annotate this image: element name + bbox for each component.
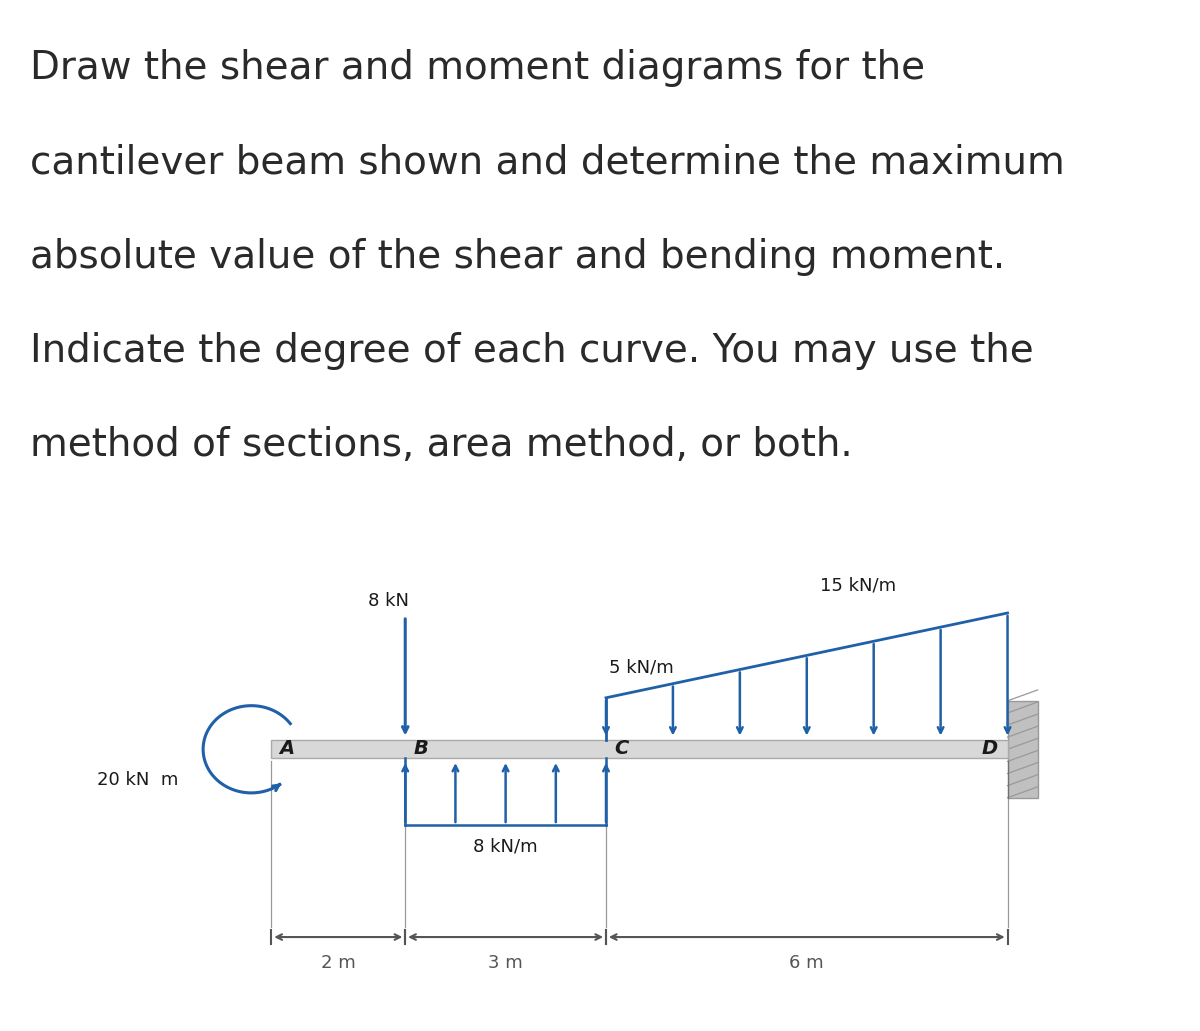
Text: method of sections, area method, or both.: method of sections, area method, or both… bbox=[30, 426, 853, 464]
Text: 15 kN/m: 15 kN/m bbox=[820, 576, 896, 595]
Bar bbox=[1008, 701, 1038, 798]
Text: 8 kN/m: 8 kN/m bbox=[473, 837, 538, 855]
Text: C: C bbox=[614, 738, 629, 758]
Text: Indicate the degree of each curve. You may use the: Indicate the degree of each curve. You m… bbox=[30, 332, 1033, 369]
Bar bbox=[271, 740, 1008, 759]
Text: A: A bbox=[280, 738, 294, 758]
Text: cantilever beam shown and determine the maximum: cantilever beam shown and determine the … bbox=[30, 143, 1064, 181]
Text: Draw the shear and moment diagrams for the: Draw the shear and moment diagrams for t… bbox=[30, 49, 925, 88]
Text: 8 kN: 8 kN bbox=[368, 592, 409, 610]
Text: 2 m: 2 m bbox=[320, 954, 355, 972]
Text: B: B bbox=[413, 738, 428, 758]
Text: 6 m: 6 m bbox=[790, 954, 824, 972]
Text: 20 kN  m: 20 kN m bbox=[97, 770, 179, 789]
Text: absolute value of the shear and bending moment.: absolute value of the shear and bending … bbox=[30, 237, 1006, 275]
Text: D: D bbox=[982, 738, 997, 758]
Text: 5 kN/m: 5 kN/m bbox=[610, 659, 674, 676]
Text: 3 m: 3 m bbox=[488, 954, 523, 972]
